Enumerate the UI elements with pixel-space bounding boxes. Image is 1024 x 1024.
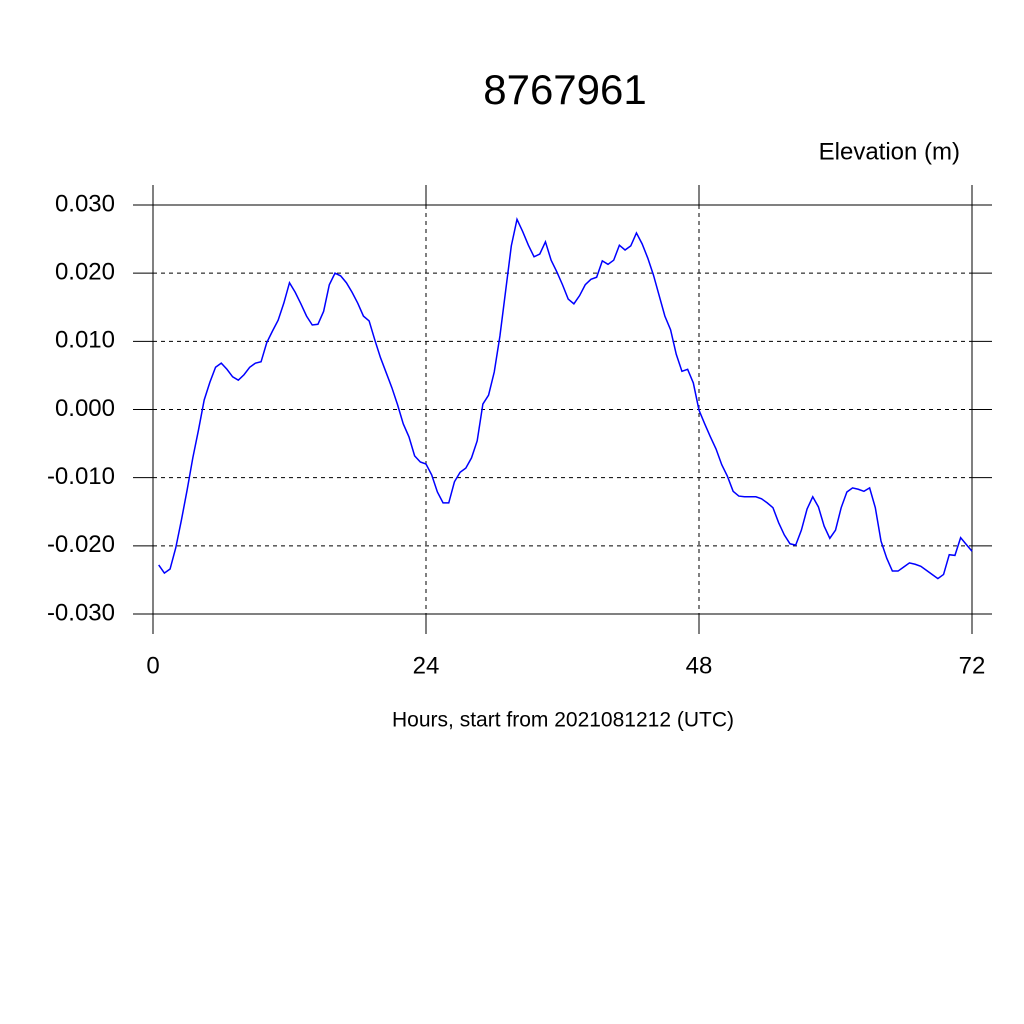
x-tick-label: 48 (686, 652, 713, 679)
x-tick-label: 24 (413, 652, 440, 679)
y-axis-label: Elevation (m) (819, 138, 960, 165)
y-tick-label: -0.020 (47, 531, 115, 558)
y-tick-label: 0.000 (55, 395, 115, 422)
y-tick-label: 0.010 (55, 327, 115, 354)
y-tick-label: -0.010 (47, 463, 115, 490)
chart-title: 8767961 (483, 66, 647, 113)
x-tick-label: 0 (146, 652, 159, 679)
data-line (158, 216, 973, 580)
y-tick-label: -0.030 (47, 599, 115, 626)
x-axis-label: Hours, start from 2021081212 (UTC) (392, 709, 734, 732)
y-tick-label: 0.030 (55, 190, 115, 217)
y-tick-label: 0.020 (55, 259, 115, 286)
x-tick-label: 72 (959, 652, 986, 679)
